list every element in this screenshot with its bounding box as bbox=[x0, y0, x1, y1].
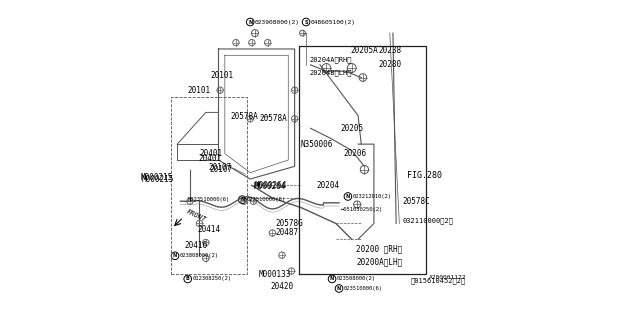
Text: 20578A: 20578A bbox=[260, 114, 287, 123]
Text: N: N bbox=[346, 194, 350, 199]
Text: 20200A〈LH〉: 20200A〈LH〉 bbox=[356, 257, 403, 266]
Text: N: N bbox=[240, 197, 244, 202]
Text: 20280: 20280 bbox=[378, 60, 401, 69]
Text: N350006: N350006 bbox=[301, 140, 333, 148]
Text: Ⓑ015610452（2）: Ⓑ015610452（2） bbox=[410, 277, 466, 284]
Text: 20487: 20487 bbox=[276, 228, 299, 237]
Text: 20401: 20401 bbox=[200, 149, 223, 158]
Text: N023510000(6): N023510000(6) bbox=[188, 197, 230, 202]
Text: N: N bbox=[173, 253, 177, 258]
Text: 20204: 20204 bbox=[317, 181, 340, 190]
Text: 023508000(2): 023508000(2) bbox=[337, 276, 376, 282]
Text: N: N bbox=[337, 286, 341, 291]
Text: 20401: 20401 bbox=[199, 154, 222, 163]
Text: 20204A〈RH〉: 20204A〈RH〉 bbox=[310, 57, 353, 63]
Text: 20578C: 20578C bbox=[403, 197, 430, 206]
Text: 20101: 20101 bbox=[211, 65, 234, 80]
Text: 20200 〈RH〉: 20200 〈RH〉 bbox=[356, 244, 403, 253]
Text: 023808000(2): 023808000(2) bbox=[180, 253, 219, 258]
Text: 20578G: 20578G bbox=[276, 219, 303, 228]
Text: ←051030250(2): ←051030250(2) bbox=[340, 207, 383, 212]
Text: 032110000（2）: 032110000（2） bbox=[403, 217, 454, 224]
Text: 20238: 20238 bbox=[378, 46, 401, 55]
Text: 023908000(2): 023908000(2) bbox=[255, 20, 300, 25]
Text: 20414: 20414 bbox=[198, 225, 221, 234]
Text: A200001122: A200001122 bbox=[428, 275, 466, 280]
Text: M000133: M000133 bbox=[258, 270, 291, 279]
Text: 20205A: 20205A bbox=[351, 46, 378, 55]
Text: M000215: M000215 bbox=[141, 174, 174, 184]
Text: 20204B〈LH〉: 20204B〈LH〉 bbox=[310, 69, 353, 76]
Text: FIG.280: FIG.280 bbox=[407, 172, 442, 180]
Text: 023510000(6): 023510000(6) bbox=[344, 286, 383, 291]
Text: FRONT: FRONT bbox=[185, 208, 207, 223]
Text: 023212010(2): 023212010(2) bbox=[353, 194, 392, 199]
Text: 20416: 20416 bbox=[184, 241, 207, 250]
Text: B: B bbox=[186, 276, 189, 282]
Text: 20205: 20205 bbox=[340, 124, 364, 133]
Text: 012308250(2): 012308250(2) bbox=[193, 276, 232, 282]
Text: S: S bbox=[304, 20, 308, 25]
Text: 20101: 20101 bbox=[188, 86, 211, 95]
Text: M000264: M000264 bbox=[255, 181, 287, 190]
Text: 023510000(6): 023510000(6) bbox=[247, 197, 286, 202]
Text: M000215: M000215 bbox=[141, 173, 173, 182]
Text: 20578A: 20578A bbox=[230, 112, 258, 121]
Text: 20107: 20107 bbox=[210, 165, 233, 174]
Text: 20107: 20107 bbox=[208, 164, 231, 172]
Text: N: N bbox=[330, 276, 334, 282]
Text: N: N bbox=[248, 20, 252, 25]
Text: 048605100(2): 048605100(2) bbox=[311, 20, 356, 25]
Text: 20420: 20420 bbox=[271, 282, 294, 292]
Text: M000264: M000264 bbox=[253, 182, 285, 191]
Text: 20206: 20206 bbox=[344, 149, 367, 158]
